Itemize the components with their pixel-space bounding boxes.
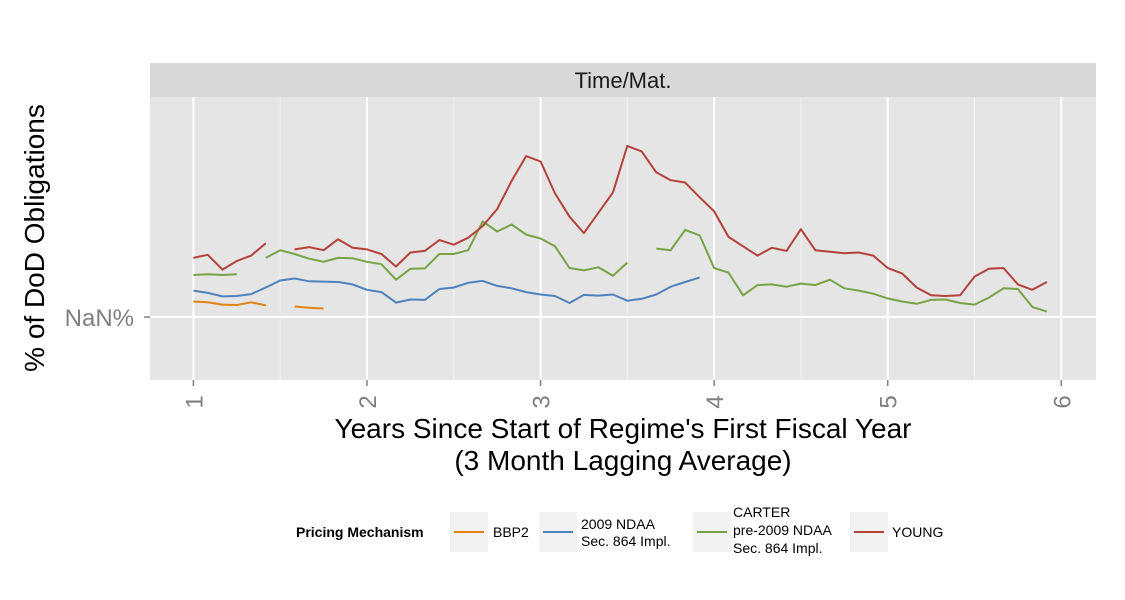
legend: Pricing Mechanism BBP2 2009 NDAA Sec. 86… — [296, 504, 943, 556]
legend-label-2009-ndaa-line-1: 2009 NDAA — [581, 516, 656, 532]
legend-label-bbp2: BBP2 — [493, 524, 529, 540]
legend-label-carter-line-2: pre-2009 NDAA — [733, 522, 832, 538]
series-line-bbp2-1 — [193, 300, 267, 307]
facet-title: Time/Mat. — [575, 68, 672, 93]
series-line-carter-pre-2009-ndaa-sec-864-impl-1 — [193, 273, 237, 276]
legend-item-carter: CARTER pre-2009 NDAA Sec. 864 Impl. — [693, 504, 832, 556]
facet-strip — [150, 63, 1096, 97]
legend-item-2009-ndaa: 2009 NDAA Sec. 864 Impl. — [539, 512, 671, 552]
x-tick-label: 4 — [702, 395, 729, 408]
grid-layer — [150, 97, 1096, 380]
legend-label-2009-ndaa-line-2: Sec. 864 Impl. — [581, 533, 671, 549]
series-line-young-2 — [294, 145, 1048, 297]
x-tick-label: 3 — [529, 395, 556, 408]
x-tick-label: 1 — [181, 395, 208, 408]
legend-label-young: YOUNG — [892, 524, 943, 540]
y-axis-title: % of DoD Obligations — [19, 104, 50, 372]
plot-panel — [150, 97, 1096, 380]
series-line-2009-ndaa-sec-864-impl-1 — [193, 276, 701, 304]
x-tick-label: 5 — [876, 395, 903, 408]
series-line-bbp2-2 — [294, 305, 324, 310]
legend-item-young: YOUNG — [850, 512, 943, 552]
legend-title: Pricing Mechanism — [296, 524, 424, 540]
x-tick-label: 6 — [1049, 395, 1076, 408]
legend-item-bbp2: BBP2 — [450, 512, 529, 552]
series-line-carter-pre-2009-ndaa-sec-864-impl-2 — [265, 220, 628, 281]
legend-label-carter-line-3: Sec. 864 Impl. — [733, 540, 823, 556]
legend-label-carter-line-1: CARTER — [733, 504, 790, 520]
axis-layer: NaN% 1 2 3 4 5 6 — [65, 305, 1077, 409]
series-line-carter-pre-2009-ndaa-sec-864-impl-3 — [656, 228, 1048, 313]
x-axis-title-line-2: (3 Month Lagging Average) — [454, 445, 791, 476]
x-axis-title-line-1: Years Since Start of Regime's First Fisc… — [335, 413, 912, 444]
x-tick-label: 2 — [355, 395, 382, 408]
series-layer — [193, 145, 1048, 313]
y-tick-label: NaN% — [65, 305, 134, 332]
series-line-young-1 — [193, 242, 267, 271]
